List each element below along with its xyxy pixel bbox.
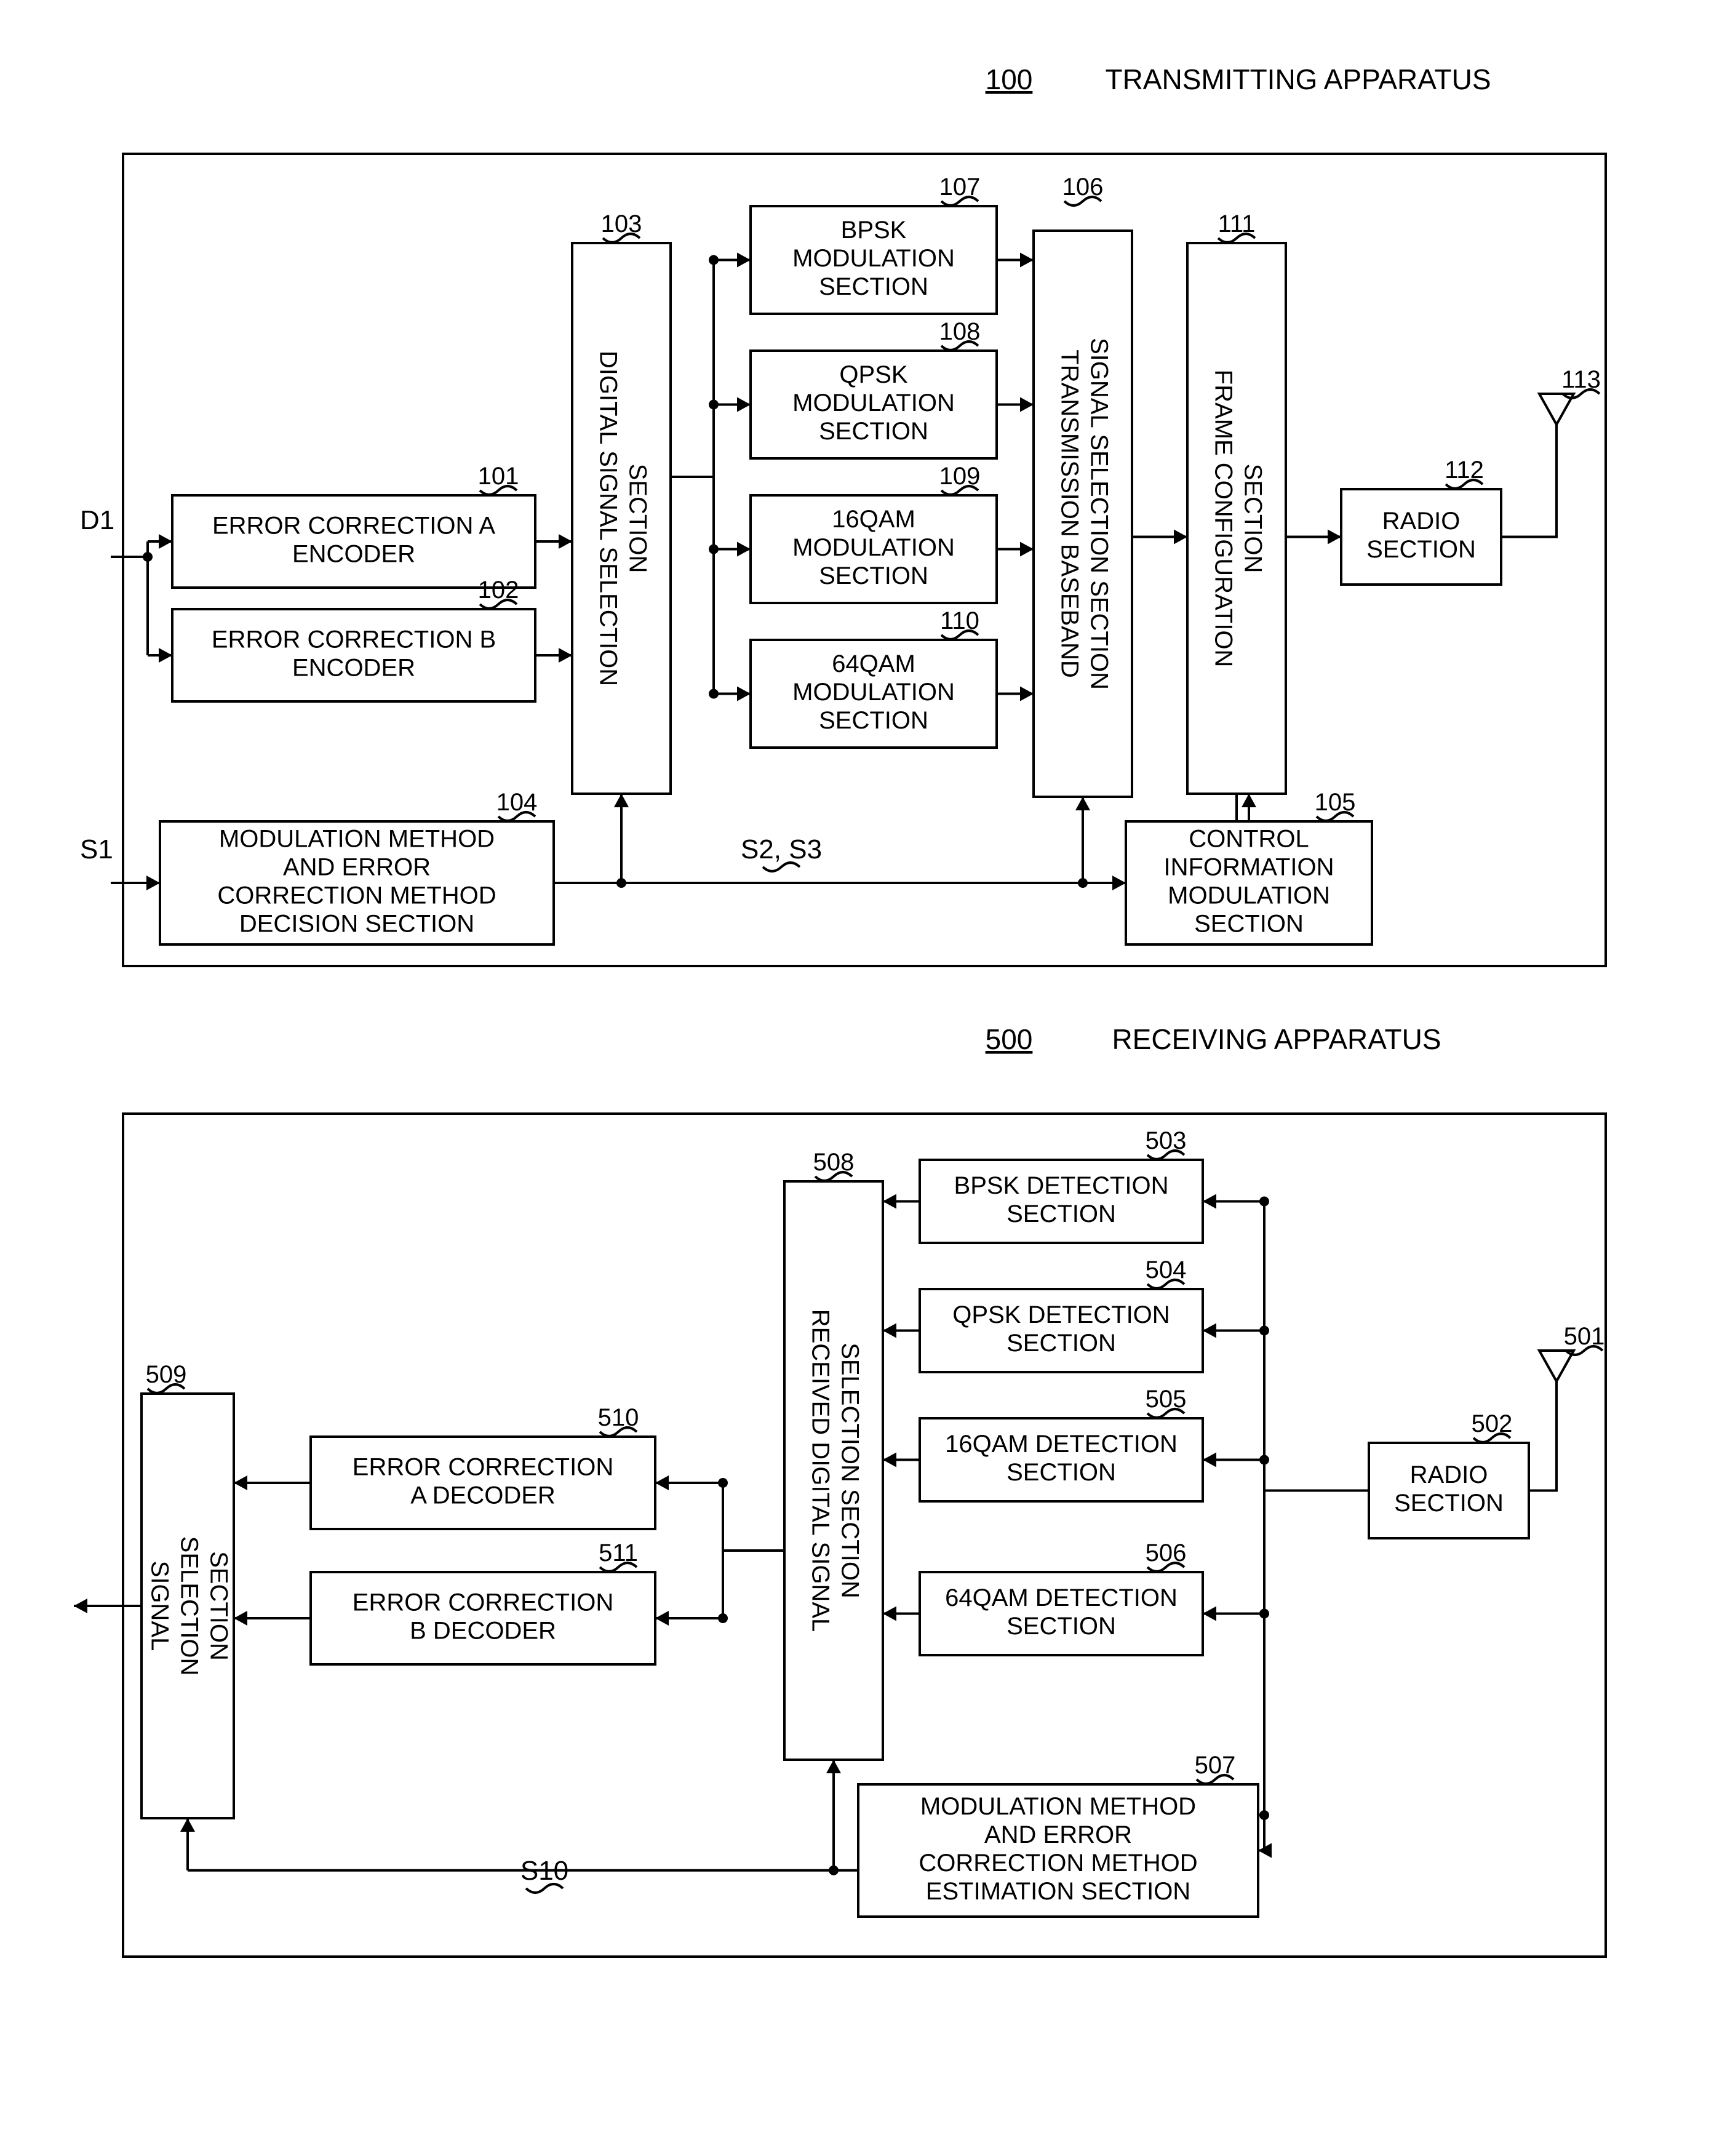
svg-text:MODULATION METHOD: MODULATION METHOD [219, 826, 495, 853]
svg-text:AND ERROR: AND ERROR [283, 854, 431, 881]
svg-text:106: 106 [1062, 174, 1104, 201]
svg-text:MODULATION: MODULATION [792, 679, 955, 706]
svg-text:503: 503 [1146, 1127, 1187, 1154]
svg-text:SECTION: SECTION [1366, 536, 1476, 563]
svg-text:MODULATION: MODULATION [792, 534, 955, 561]
svg-text:ERROR CORRECTION A: ERROR CORRECTION A [212, 513, 495, 540]
svg-text:SECTION: SECTION [819, 707, 928, 734]
svg-text:SECTION: SECTION [1194, 911, 1304, 938]
svg-text:QPSK: QPSK [839, 361, 907, 388]
svg-text:SECTION: SECTION [819, 418, 928, 445]
svg-text:SECTION: SECTION [624, 464, 651, 573]
svg-text:SIGNAL: SIGNAL [146, 1561, 173, 1651]
svg-text:SECTION: SECTION [1006, 1330, 1116, 1357]
svg-text:107: 107 [939, 174, 981, 201]
svg-text:105: 105 [1315, 789, 1356, 816]
svg-text:113: 113 [1561, 366, 1601, 393]
svg-text:103: 103 [601, 210, 642, 238]
svg-text:110: 110 [940, 607, 979, 634]
svg-text:ESTIMATION SECTION: ESTIMATION SECTION [926, 1878, 1190, 1905]
svg-text:507: 507 [1195, 1752, 1236, 1779]
svg-text:MODULATION: MODULATION [792, 245, 955, 272]
svg-text:510: 510 [598, 1404, 639, 1431]
svg-text:100: 100 [986, 63, 1033, 95]
svg-text:SIGNAL SELECTION SECTION: SIGNAL SELECTION SECTION [1085, 338, 1112, 690]
svg-text:MODULATION METHOD: MODULATION METHOD [920, 1793, 1196, 1820]
svg-text:ERROR CORRECTION: ERROR CORRECTION [353, 1589, 613, 1616]
svg-text:SECTION: SECTION [1006, 1459, 1116, 1486]
svg-text:64QAM DETECTION: 64QAM DETECTION [945, 1584, 1178, 1611]
svg-text:108: 108 [939, 318, 981, 345]
svg-text:509: 509 [146, 1361, 187, 1388]
svg-text:16QAM DETECTION: 16QAM DETECTION [945, 1431, 1178, 1458]
svg-text:508: 508 [813, 1149, 855, 1176]
svg-text:DECISION SECTION: DECISION SECTION [239, 911, 474, 938]
svg-text:FRAME CONFIGURATION: FRAME CONFIGURATION [1210, 370, 1237, 668]
svg-text:511: 511 [599, 1539, 638, 1567]
svg-text:501: 501 [1564, 1323, 1605, 1350]
svg-text:CONTROL: CONTROL [1189, 826, 1309, 853]
svg-text:MODULATION: MODULATION [792, 389, 955, 417]
svg-text:BPSK: BPSK [841, 217, 907, 244]
svg-text:DIGITAL SIGNAL SELECTION: DIGITAL SIGNAL SELECTION [594, 351, 621, 686]
svg-text:16QAM: 16QAM [832, 506, 915, 533]
svg-text:ENCODER: ENCODER [292, 541, 415, 568]
svg-text:SELECTION: SELECTION [175, 1536, 202, 1676]
svg-text:SECTION: SECTION [1394, 1490, 1504, 1517]
svg-text:101: 101 [478, 463, 519, 490]
svg-text:MODULATION: MODULATION [1168, 882, 1330, 909]
svg-text:RECEIVING APPARATUS: RECEIVING APPARATUS [1112, 1023, 1441, 1055]
svg-text:ERROR CORRECTION B: ERROR CORRECTION B [212, 626, 496, 653]
svg-text:TRANSMITTING APPARATUS: TRANSMITTING APPARATUS [1105, 63, 1491, 95]
svg-text:112: 112 [1445, 457, 1484, 484]
svg-text:500: 500 [986, 1023, 1033, 1055]
svg-text:SECTION: SECTION [819, 562, 928, 589]
svg-text:504: 504 [1146, 1256, 1187, 1284]
svg-text:A DECODER: A DECODER [410, 1482, 556, 1509]
svg-text:BPSK DETECTION: BPSK DETECTION [954, 1172, 1169, 1199]
svg-text:SELECTION SECTION: SELECTION SECTION [836, 1343, 863, 1599]
svg-text:ENCODER: ENCODER [292, 655, 415, 682]
svg-text:S1: S1 [80, 834, 113, 864]
svg-text:CORRECTION METHOD: CORRECTION METHOD [217, 882, 496, 909]
svg-text:102: 102 [478, 577, 519, 604]
svg-text:AND ERROR: AND ERROR [984, 1821, 1132, 1848]
svg-text:64QAM: 64QAM [832, 650, 915, 677]
svg-text:S10: S10 [520, 1856, 568, 1886]
svg-text:SECTION: SECTION [1006, 1200, 1116, 1228]
svg-text:502: 502 [1472, 1410, 1513, 1437]
svg-text:SECTION: SECTION [205, 1551, 232, 1661]
svg-text:B DECODER: B DECODER [410, 1618, 556, 1645]
svg-text:QPSK DETECTION: QPSK DETECTION [952, 1301, 1170, 1328]
svg-text:SECTION: SECTION [1239, 464, 1266, 573]
svg-text:ERROR CORRECTION: ERROR CORRECTION [353, 1454, 613, 1481]
svg-text:INFORMATION: INFORMATION [1163, 854, 1334, 881]
svg-text:RADIO: RADIO [1410, 1461, 1488, 1488]
svg-text:505: 505 [1146, 1386, 1187, 1413]
svg-text:RADIO: RADIO [1382, 508, 1461, 535]
svg-text:104: 104 [496, 789, 538, 816]
svg-text:S2, S3: S2, S3 [741, 834, 822, 864]
svg-text:109: 109 [939, 463, 981, 490]
svg-text:SECTION: SECTION [819, 273, 928, 300]
svg-text:SECTION: SECTION [1006, 1613, 1116, 1640]
svg-text:RECEIVED DIGITAL SIGNAL: RECEIVED DIGITAL SIGNAL [807, 1309, 834, 1632]
svg-text:CORRECTION METHOD: CORRECTION METHOD [919, 1850, 1197, 1877]
svg-text:506: 506 [1146, 1539, 1187, 1567]
svg-text:D1: D1 [80, 505, 114, 535]
svg-text:TRANSMISSION BASEBAND: TRANSMISSION BASEBAND [1056, 349, 1083, 677]
